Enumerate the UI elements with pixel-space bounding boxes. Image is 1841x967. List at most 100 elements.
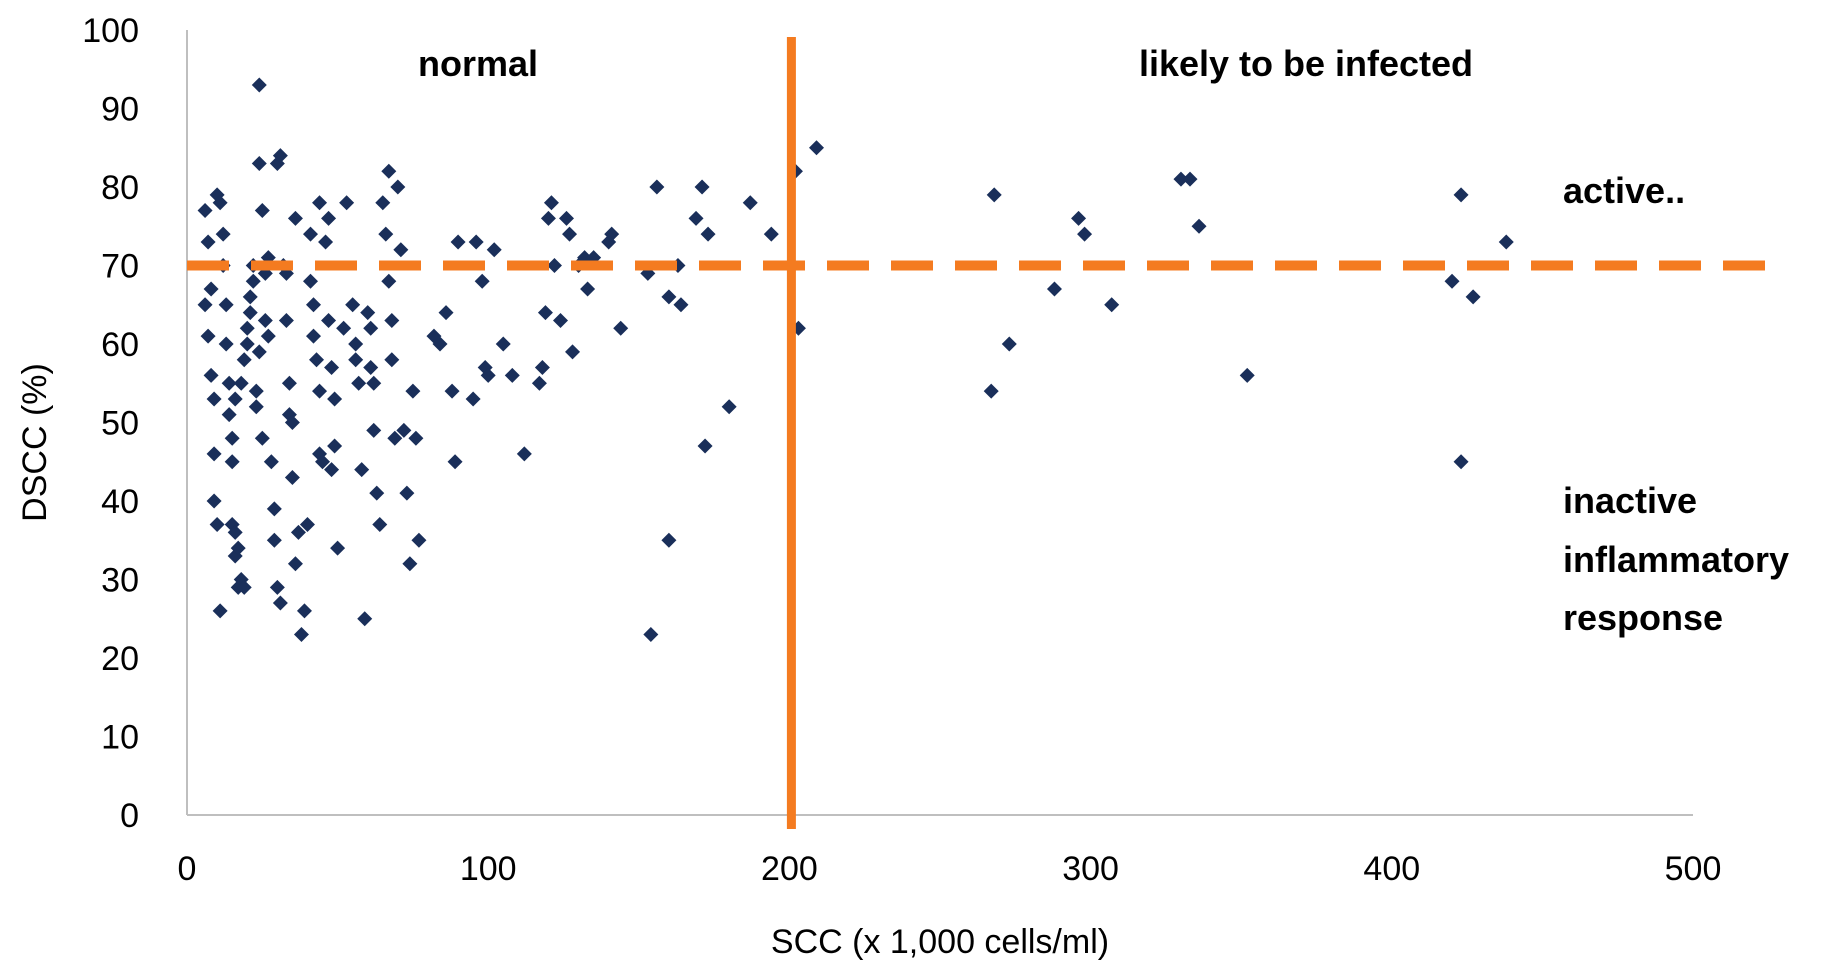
data-point	[546, 258, 562, 273]
data-point	[363, 320, 379, 336]
data-point	[1453, 187, 1469, 203]
data-point	[1498, 234, 1514, 250]
data-point	[260, 328, 276, 344]
data-point	[643, 626, 659, 642]
data-point	[242, 289, 258, 305]
y-tick-labels: 0 10 20 30 40 50 60 70 80 90 100	[82, 12, 139, 835]
data-point	[405, 383, 421, 399]
data-point	[254, 430, 270, 446]
data-point	[239, 320, 255, 336]
data-point	[269, 579, 285, 595]
data-point	[580, 281, 596, 297]
data-point	[203, 367, 219, 383]
data-point	[366, 375, 382, 391]
data-point	[465, 391, 481, 407]
data-point	[324, 462, 340, 478]
data-point	[438, 305, 454, 321]
data-point	[302, 226, 318, 242]
x-tick-label: 100	[460, 850, 517, 888]
y-tick-label: 80	[101, 169, 139, 207]
data-point	[287, 210, 303, 226]
data-point	[700, 226, 716, 242]
data-point	[224, 454, 240, 470]
data-point	[399, 485, 415, 501]
data-point	[266, 532, 282, 548]
data-point	[360, 305, 376, 321]
data-point	[432, 336, 448, 352]
data-point	[254, 203, 270, 219]
data-point	[345, 297, 361, 313]
data-point	[224, 430, 240, 446]
data-point	[236, 579, 252, 595]
data-point	[293, 626, 309, 642]
data-point	[378, 226, 394, 242]
y-tick-label: 30	[101, 562, 139, 600]
y-tick-label: 100	[82, 12, 139, 50]
annotation-active: active..	[1563, 170, 1685, 211]
data-point	[306, 328, 322, 344]
data-point	[390, 179, 406, 195]
data-point	[197, 297, 213, 313]
data-point	[327, 438, 343, 454]
data-point	[1173, 171, 1189, 187]
data-point	[604, 226, 620, 242]
data-point	[315, 454, 331, 470]
data-point	[203, 281, 219, 297]
data-point	[480, 367, 496, 383]
data-point	[251, 77, 267, 93]
data-point	[206, 493, 222, 509]
data-point	[565, 344, 581, 360]
data-point	[206, 446, 222, 462]
data-point	[278, 312, 294, 328]
data-point	[272, 148, 288, 164]
data-point	[248, 383, 264, 399]
x-tick-labels: 0 100 200 300 400 500	[178, 850, 1722, 888]
data-point	[396, 422, 412, 438]
annotation-response: response	[1563, 597, 1723, 638]
data-point	[1071, 210, 1087, 226]
data-point	[486, 242, 502, 258]
x-axis-title: SCC (x 1,000 cells/ml)	[771, 923, 1109, 961]
data-point	[312, 195, 328, 211]
y-tick-label: 0	[120, 797, 139, 835]
data-point	[306, 297, 322, 313]
x-tick-label: 300	[1062, 850, 1119, 888]
data-point	[809, 140, 825, 156]
data-point	[321, 210, 337, 226]
data-point	[284, 469, 300, 485]
data-point	[348, 352, 364, 368]
data-point	[251, 344, 267, 360]
data-point	[1453, 454, 1469, 470]
threshold-lines	[187, 37, 1768, 829]
data-point	[218, 297, 234, 313]
axes	[186, 30, 1693, 816]
data-point	[1444, 273, 1460, 289]
data-point	[339, 195, 355, 211]
data-point	[296, 603, 312, 619]
data-point	[1239, 367, 1255, 383]
data-point	[447, 454, 463, 470]
data-point	[661, 289, 677, 305]
data-point	[212, 195, 228, 211]
data-point	[742, 195, 758, 211]
data-point	[290, 524, 306, 540]
data-point	[402, 556, 418, 572]
data-point	[516, 446, 532, 462]
data-point	[531, 375, 547, 391]
data-point	[218, 336, 234, 352]
data-point	[348, 336, 364, 352]
data-point	[661, 532, 677, 548]
data-point	[504, 367, 520, 383]
data-point	[450, 234, 466, 250]
data-point	[200, 328, 216, 344]
data-point	[375, 195, 391, 211]
data-point	[474, 273, 490, 289]
data-point	[336, 320, 352, 336]
data-point	[330, 540, 346, 556]
data-point	[1077, 226, 1093, 242]
data-point	[562, 226, 578, 242]
x-tick-label: 400	[1363, 850, 1420, 888]
data-point	[369, 485, 385, 501]
data-point	[257, 312, 273, 328]
